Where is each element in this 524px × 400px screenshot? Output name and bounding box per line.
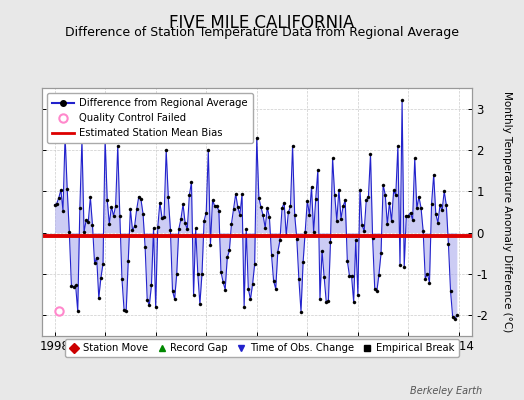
- Legend: Station Move, Record Gap, Time of Obs. Change, Empirical Break: Station Move, Record Gap, Time of Obs. C…: [66, 339, 458, 357]
- Text: FIVE MILE CALIFORNIA: FIVE MILE CALIFORNIA: [169, 14, 355, 32]
- Text: Difference of Station Temperature Data from Regional Average: Difference of Station Temperature Data f…: [65, 26, 459, 39]
- Y-axis label: Monthly Temperature Anomaly Difference (°C): Monthly Temperature Anomaly Difference (…: [502, 91, 512, 333]
- Legend: Difference from Regional Average, Quality Control Failed, Estimated Station Mean: Difference from Regional Average, Qualit…: [47, 93, 253, 143]
- Text: Berkeley Earth: Berkeley Earth: [410, 386, 482, 396]
